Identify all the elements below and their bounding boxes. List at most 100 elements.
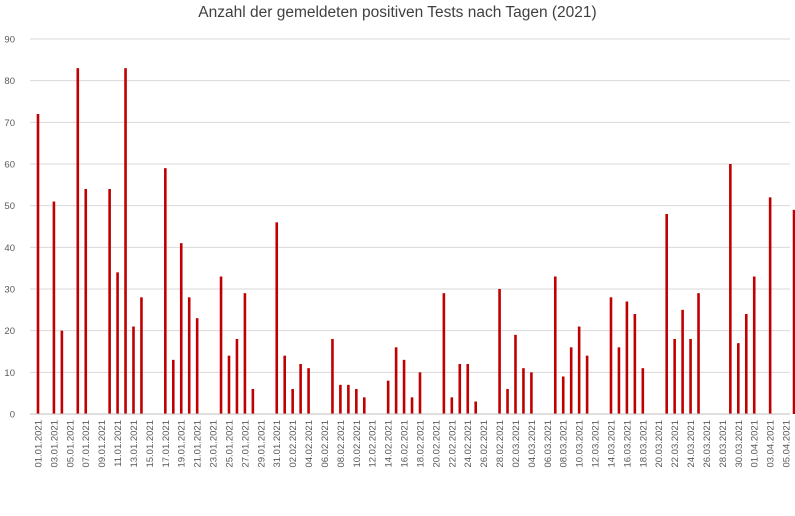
- bar: [52, 201, 56, 414]
- bar: [187, 297, 191, 414]
- x-tick-label: 24.03.2021: [686, 420, 697, 468]
- bar: [681, 309, 684, 414]
- bar: [132, 326, 135, 414]
- bar: [585, 355, 589, 414]
- bar: [140, 297, 143, 414]
- bar: [386, 380, 390, 414]
- x-tick-label: 10.03.2021: [575, 420, 586, 468]
- x-tick-label: 08.02.2021: [336, 420, 347, 468]
- bar: [737, 343, 740, 414]
- y-tick-label: 30: [4, 285, 15, 296]
- x-tick-label: 13.01.2021: [129, 420, 140, 468]
- bar: [498, 289, 501, 414]
- x-tick-label: 14.03.2021: [606, 420, 617, 468]
- x-tick-label: 17.01.2021: [161, 420, 172, 468]
- x-axis-ticks: 01.01.2021 03.01.2021 05.01.2021 07.01.2021…: [34, 420, 793, 468]
- bar: [530, 372, 533, 414]
- bar: [164, 168, 167, 414]
- bar: [633, 314, 637, 414]
- bar: [450, 397, 454, 414]
- bar: [195, 318, 199, 414]
- y-tick-label: 70: [4, 118, 15, 129]
- x-tick-label: 27.01.2021: [240, 420, 251, 468]
- x-tick-label: 24.02.2021: [463, 420, 474, 468]
- x-tick-label: 02.02.2021: [288, 420, 299, 468]
- x-tick-label: 29.01.2021: [256, 420, 267, 468]
- bar: [458, 364, 462, 414]
- bar: [729, 164, 732, 414]
- bar: [124, 68, 127, 415]
- bar: [60, 330, 64, 414]
- bar: [625, 301, 629, 414]
- bar: [275, 222, 279, 414]
- x-tick-label: 05.04.2021: [782, 420, 793, 468]
- bar: [235, 339, 239, 414]
- x-tick-label: 23.01.2021: [209, 420, 220, 468]
- x-tick-label: 21.01.2021: [193, 420, 204, 468]
- x-tick-label: 07.01.2021: [81, 420, 92, 468]
- bar: [577, 326, 581, 414]
- bar: [752, 276, 756, 414]
- x-tick-label: 18.02.2021: [415, 420, 426, 468]
- bar: [339, 384, 342, 414]
- bar: [307, 368, 310, 414]
- x-tick-label: 12.02.2021: [368, 420, 379, 468]
- bar: [514, 334, 517, 414]
- bar: [569, 347, 573, 414]
- x-tick-label: 01.04.2021: [750, 420, 761, 468]
- bar: [179, 243, 183, 414]
- x-tick-label: 25.01.2021: [224, 420, 235, 468]
- bar: [347, 384, 350, 414]
- bar: [219, 276, 223, 414]
- x-tick-label: 14.02.2021: [384, 420, 395, 468]
- x-tick-label: 18.03.2021: [638, 420, 649, 468]
- bars: [36, 68, 795, 415]
- x-tick-label: 22.02.2021: [447, 420, 458, 468]
- x-tick-label: 05.01.2021: [65, 420, 76, 468]
- bar: [641, 368, 645, 414]
- bar: [299, 364, 302, 414]
- bar: [227, 355, 231, 414]
- x-tick-label: 16.02.2021: [400, 420, 411, 468]
- bar: [331, 339, 334, 414]
- bar: [792, 209, 795, 414]
- y-axis-ticks: 0 10 20 30 40 50 60 70 80 90: [4, 35, 15, 421]
- y-tick-label: 10: [4, 368, 15, 379]
- x-tick-label: 28.03.2021: [718, 420, 729, 468]
- x-tick-label: 16.03.2021: [622, 420, 633, 468]
- bar: [744, 314, 748, 414]
- bar: [36, 114, 40, 414]
- bar: [617, 347, 621, 414]
- bar: [522, 368, 525, 414]
- gridlines: [30, 38, 790, 373]
- bar: [418, 372, 422, 414]
- bar: [355, 389, 358, 414]
- x-tick-label: 20.03.2021: [654, 420, 665, 468]
- x-tick-label: 08.03.2021: [559, 420, 570, 468]
- bar: [243, 293, 247, 414]
- bar: [673, 339, 676, 414]
- bar: [768, 197, 772, 414]
- x-tick-label: 15.01.2021: [145, 420, 156, 468]
- bar: [251, 389, 255, 414]
- x-tick-label: 26.03.2021: [702, 420, 713, 468]
- x-tick-label: 03.01.2021: [49, 420, 60, 468]
- y-tick-label: 80: [4, 76, 15, 87]
- bar: [665, 214, 668, 414]
- bar: [506, 389, 509, 414]
- x-tick-label: 28.02.2021: [495, 420, 506, 468]
- x-tick-label: 22.03.2021: [670, 420, 681, 468]
- bar: [291, 389, 294, 414]
- bar: [171, 359, 175, 414]
- x-tick-label: 01.01.2021: [34, 420, 45, 468]
- bar: [402, 359, 406, 414]
- bar: [561, 376, 565, 414]
- x-tick-label: 04.02.2021: [304, 420, 315, 468]
- bar: [689, 339, 692, 414]
- bar: [410, 397, 414, 414]
- bar: [442, 293, 446, 414]
- y-tick-label: 50: [4, 201, 15, 212]
- bar: [108, 189, 111, 414]
- bar: [76, 68, 80, 415]
